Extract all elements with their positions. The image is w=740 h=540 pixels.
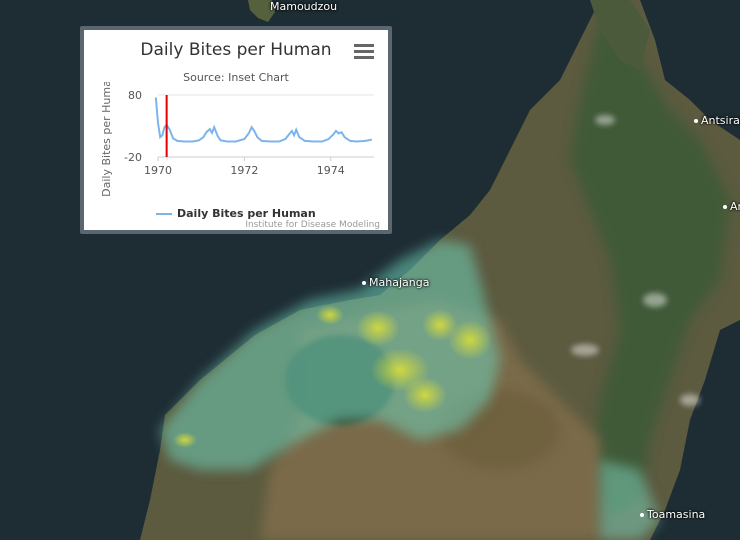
city-label-antsirabe[interactable]: Antsirab (694, 114, 740, 127)
inset-chart-panel: Daily Bites per Human Source: Inset Char… (80, 26, 392, 234)
legend-item[interactable]: Daily Bites per Human (156, 207, 316, 220)
y-tick-label: 80 (128, 89, 142, 102)
chart-credit: Institute for Disease Modeling (245, 220, 380, 230)
city-dot-icon (694, 119, 698, 123)
y-tick-label: -20 (124, 151, 142, 164)
city-dot-icon (640, 513, 644, 517)
inset-chart-subtitle: Source: Inset Chart (183, 71, 289, 84)
x-tick-label: 1970 (144, 164, 172, 177)
hamburger-menu-icon[interactable] (352, 42, 376, 62)
city-dot-icon (362, 281, 366, 285)
legend-line-icon (156, 213, 172, 215)
inset-line-chart: 80 -20 Daily Bites per Human 1970 1972 1974 (100, 82, 374, 197)
city-label-mahajanga[interactable]: Mahajanga (362, 276, 429, 289)
land-north-tip (590, 0, 650, 70)
x-tick-label: 1972 (230, 164, 258, 177)
heatmap-hotspots (173, 305, 492, 448)
heatmap-overlay (160, 240, 660, 540)
city-dot-icon (723, 205, 727, 209)
legend-label: Daily Bites per Human (177, 207, 316, 220)
city-label-mamoudzou[interactable]: Mamoudzou (270, 0, 338, 13)
clouds (571, 115, 700, 406)
city-label-partial[interactable]: An (723, 200, 740, 213)
land-green-highlands (570, 20, 730, 520)
series-line (154, 97, 372, 143)
inset-chart-title: Daily Bites per Human (140, 40, 332, 60)
city-label-toamasina[interactable]: Toamasina (640, 508, 705, 521)
island-mayotte (248, 0, 275, 22)
y-axis-label: Daily Bites per Human (100, 82, 113, 197)
x-tick-label: 1974 (317, 164, 345, 177)
